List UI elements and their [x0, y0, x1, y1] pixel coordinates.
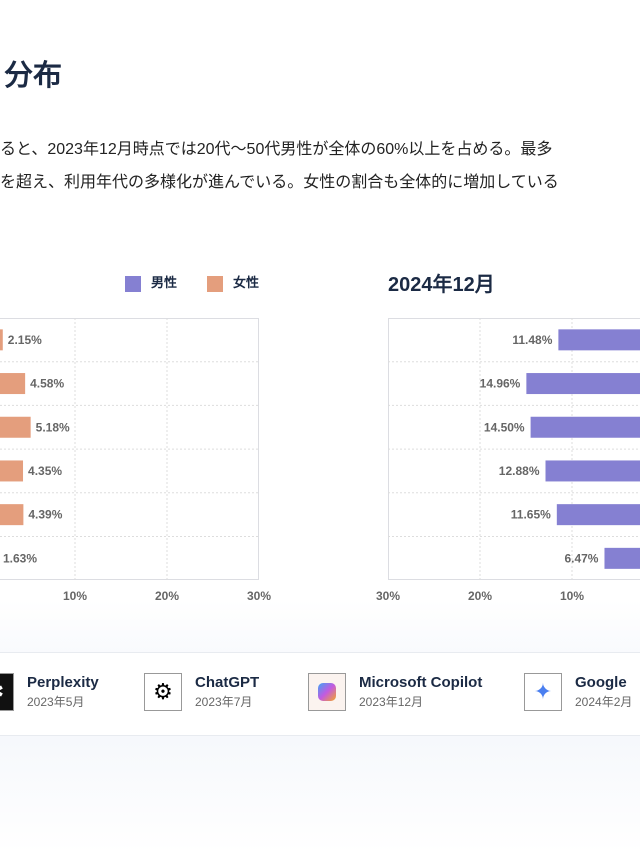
bar — [0, 504, 24, 526]
legend: 男性 女性 — [125, 272, 259, 292]
copilot-icon — [308, 673, 346, 711]
gemini-icon: ✦ — [524, 673, 562, 711]
tool-name: Google — [575, 674, 627, 691]
chart-title: 2024年12月 — [388, 274, 495, 296]
tool-chatgpt[interactable]: ⚙ ChatGPT 2023年7月 — [144, 673, 259, 711]
bar — [604, 547, 640, 569]
data-label: 6.47% — [564, 551, 598, 565]
x-tick-label: 20% — [155, 589, 179, 603]
data-label: 11.48% — [512, 333, 552, 347]
data-label: 12.88% — [499, 464, 540, 478]
bar — [556, 504, 640, 526]
x-tick-label: 30% — [376, 589, 400, 603]
tool-copilot[interactable]: Microsoft Copilot 2023年12月 — [308, 673, 482, 711]
data-label: 11.65% — [511, 508, 551, 522]
legend-swatch — [125, 275, 141, 292]
data-label: 4.35% — [28, 464, 62, 478]
x-tick-label: 20% — [468, 589, 492, 603]
bar — [0, 373, 26, 395]
legend-swatch — [207, 275, 224, 292]
data-label: 14.96% — [480, 377, 521, 391]
tools-bar: ✱ Perplexity 2023年5月 ⚙ ChatGPT 2023年7月 Mic… — [0, 652, 640, 736]
tool-date: 2024年2月 — [575, 695, 633, 709]
perplexity-icon: ✱ — [0, 673, 14, 711]
description-line: を超え、利用年代の多様化が進んでいる。女性の割合も全体的に増加している — [0, 174, 559, 191]
data-label: 4.39% — [28, 508, 62, 522]
description: ると、2023年12月時点では20代〜50代男性が全体の60%以上を占める。最多… — [0, 133, 559, 199]
tool-google[interactable]: ✦ Google 2024年2月 — [524, 673, 632, 711]
data-label: 14.50% — [484, 420, 525, 434]
legend-label: 女性 — [233, 275, 260, 290]
data-label: 2.15% — [8, 333, 42, 347]
bar — [558, 329, 640, 351]
bar — [545, 460, 640, 482]
data-label: 5.18% — [36, 420, 70, 434]
page-title: 分布 — [4, 60, 63, 92]
legend-label: 男性 — [151, 275, 178, 290]
tool-name: Microsoft Copilot — [359, 674, 483, 691]
legend-female: 女性 — [207, 272, 259, 292]
tool-date: 2023年7月 — [195, 695, 253, 709]
data-label: 4.58% — [30, 377, 64, 391]
description-line: ると、2023年12月時点では20代〜50代男性が全体の60%以上を占める。最多 — [0, 141, 553, 158]
bar — [0, 460, 24, 482]
x-tick-label: 10% — [560, 589, 584, 603]
tool-name: Perplexity — [27, 674, 99, 691]
tool-name: ChatGPT — [195, 674, 260, 691]
x-tick-label: 10% — [63, 589, 87, 603]
data-label: 1.63% — [3, 551, 37, 565]
bar — [530, 416, 640, 438]
legend-male: 男性 — [125, 272, 177, 292]
bar — [0, 329, 3, 351]
tool-date: 2023年5月 — [27, 695, 85, 709]
tool-perplexity[interactable]: ✱ Perplexity 2023年5月 — [0, 673, 99, 711]
bar — [526, 373, 640, 395]
tool-date: 2023年12月 — [359, 695, 424, 709]
x-tick-label: 30% — [247, 589, 271, 603]
bar — [0, 416, 31, 438]
chatgpt-icon: ⚙ — [144, 673, 182, 711]
